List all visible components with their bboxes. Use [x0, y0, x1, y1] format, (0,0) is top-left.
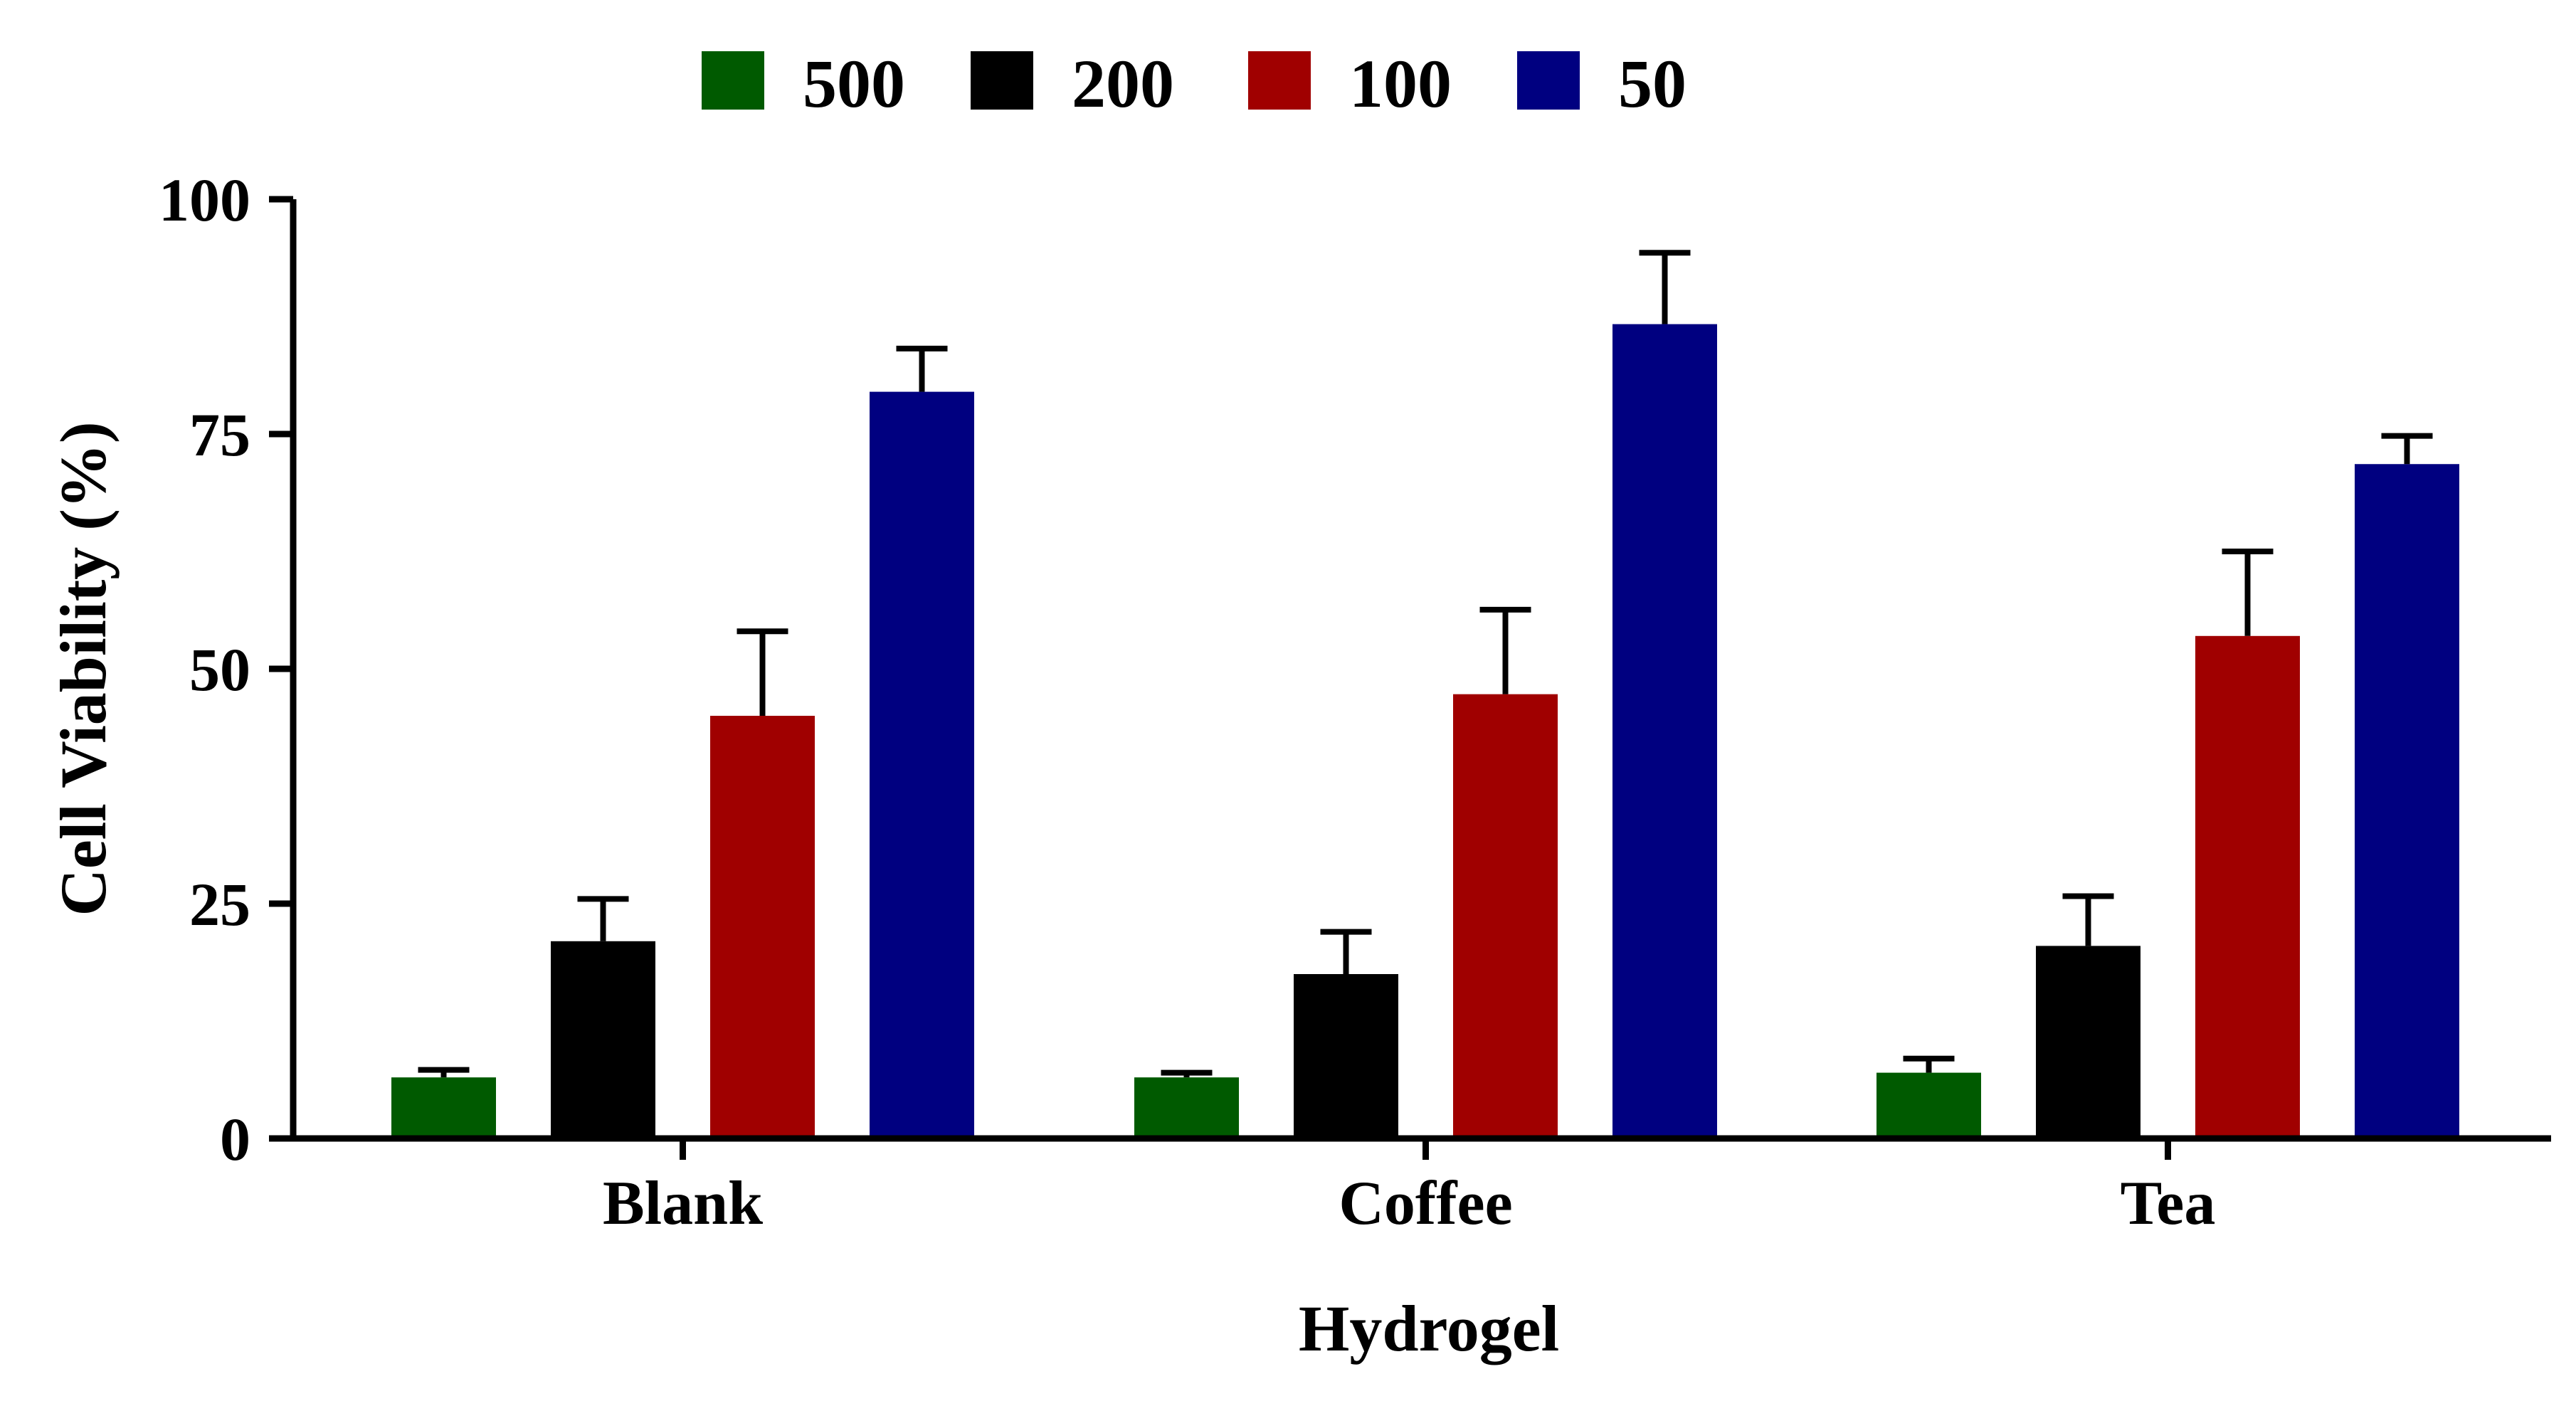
legend-swatch: [702, 51, 764, 110]
y-tick-label: 0: [220, 1105, 250, 1173]
y-tick-label: 50: [189, 635, 250, 704]
legend-label: 200: [1072, 46, 1174, 122]
y-axis-title: Cell Viability (%): [47, 421, 120, 916]
bar: [1453, 694, 1558, 1138]
bar: [1876, 1072, 1981, 1138]
bar: [1612, 324, 1717, 1138]
x-categories: Blank Coffee Tea: [603, 1138, 2215, 1238]
bar: [2195, 635, 2300, 1138]
bar: [1134, 1077, 1239, 1138]
y-tick-label: 100: [159, 166, 250, 234]
bar: [551, 941, 655, 1138]
bar: [710, 716, 815, 1138]
legend-label: 100: [1349, 46, 1452, 122]
legend: 500 200 100 50: [702, 46, 1686, 122]
bar: [2036, 946, 2140, 1138]
bar: [391, 1077, 496, 1138]
legend-swatch: [1517, 51, 1580, 110]
y-tick-label: 25: [189, 870, 250, 939]
x-axis-title: Hydrogel: [1299, 1292, 1559, 1365]
x-category-label: Tea: [2121, 1169, 2216, 1238]
legend-label: 500: [803, 46, 905, 122]
legend-swatch: [971, 51, 1033, 110]
x-category-label: Coffee: [1339, 1169, 1512, 1238]
bar: [870, 391, 974, 1138]
legend-swatch: [1248, 51, 1311, 110]
y-ticks: 0 25 50 75 100: [159, 166, 293, 1173]
legend-label: 50: [1618, 46, 1686, 122]
y-tick-label: 75: [189, 401, 250, 469]
bar: [1294, 974, 1398, 1138]
bars: [391, 250, 2459, 1138]
bar: [2355, 464, 2459, 1138]
x-category-label: Blank: [603, 1169, 763, 1238]
